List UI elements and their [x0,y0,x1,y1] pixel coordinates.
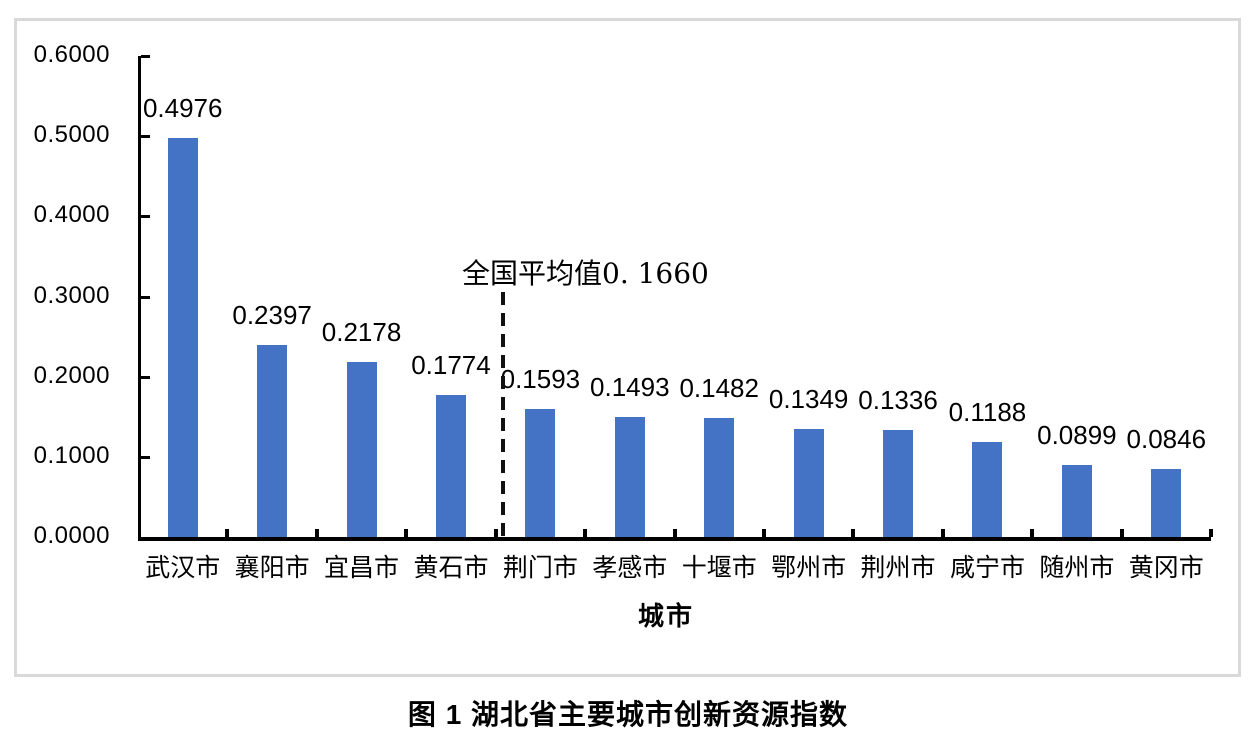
y-axis-tick-label: 0.5000 [33,121,110,149]
x-axis-tick [940,529,945,537]
y-axis-tick [141,215,150,219]
x-axis-tick [851,529,856,537]
x-category-label: 鄂州市 [771,554,847,582]
chart-frame [14,18,1241,677]
bar-孝感市 [614,417,645,537]
x-category-label: 孝感市 [592,554,668,582]
bar-value-label: 0.0899 [1037,419,1117,450]
figure-caption: 图 1 湖北省主要城市创新资源指数 [407,699,849,730]
x-axis-tick [1030,529,1035,537]
bar-荆门市 [525,409,556,537]
bar-value-label: 0.1349 [768,383,849,414]
bar-宜昌市 [346,362,377,537]
bar-黄冈市 [1151,469,1182,537]
national-average-reference-line [501,292,505,537]
x-category-label: 荆州市 [860,554,936,582]
x-category-label: 咸宁市 [949,554,1025,582]
bar-荆州市 [883,429,914,537]
bar-value-label: 0.2178 [321,317,402,348]
bar-value-label: 0.1336 [858,384,938,415]
bar-value-label: 0.1188 [948,396,1027,427]
y-axis-tick-label: 0.6000 [33,41,110,68]
y-axis-tick [141,135,150,139]
y-axis-tick-label: 0.1000 [33,441,110,469]
x-category-label: 十堰市 [681,554,757,582]
x-category-label: 黄冈市 [1128,554,1204,582]
x-category-label: 荆门市 [502,554,578,582]
national-average-label: 全国平均值0. 1660 [462,257,709,290]
bar-value-label: 0.4976 [142,93,223,124]
x-category-label: 武汉市 [145,554,221,582]
bar-武汉市 [167,138,198,537]
bar-随州市 [1061,464,1092,537]
y-axis-tick-label: 0.3000 [33,281,110,309]
x-axis-line [138,537,1211,541]
x-axis-tick [314,529,319,537]
bar-value-label: 0.1482 [679,373,759,404]
y-axis-tick-label: 0.4000 [33,201,110,229]
bar-襄阳市 [257,344,288,537]
bar-value-label: 0.1593 [500,364,581,395]
x-axis-tick [1119,529,1124,537]
y-axis-tick-label: 0.2000 [33,361,110,389]
y-axis-tick [141,295,150,299]
bar-value-label: 0.1493 [590,372,670,403]
x-axis-title: 城市 [637,601,694,631]
bar-黄石市 [435,394,466,537]
bar-value-label: 0.0846 [1126,424,1207,455]
x-category-label: 宜昌市 [324,554,400,582]
x-axis-tick [672,529,677,537]
x-axis-tick [583,529,588,537]
y-axis-tick-label: 0.0000 [33,522,110,549]
x-axis-tick [225,529,230,537]
x-axis-tick [1209,529,1213,537]
bar-鄂州市 [793,428,824,537]
bar-value-label: 0.2397 [232,299,312,330]
y-axis-tick [141,455,150,459]
bar-value-label: 0.1774 [411,349,491,380]
x-axis-tick [404,529,409,537]
bar-咸宁市 [972,441,1003,537]
x-category-label: 黄石市 [413,554,489,582]
x-axis-tick [493,529,498,537]
x-category-label: 襄阳市 [234,554,310,582]
y-axis-tick [141,55,150,58]
y-axis-tick [141,375,150,379]
bar-十堰市 [704,418,735,537]
x-category-label: 随州市 [1039,554,1115,582]
x-axis-tick [761,529,766,537]
y-axis-line [138,56,141,541]
